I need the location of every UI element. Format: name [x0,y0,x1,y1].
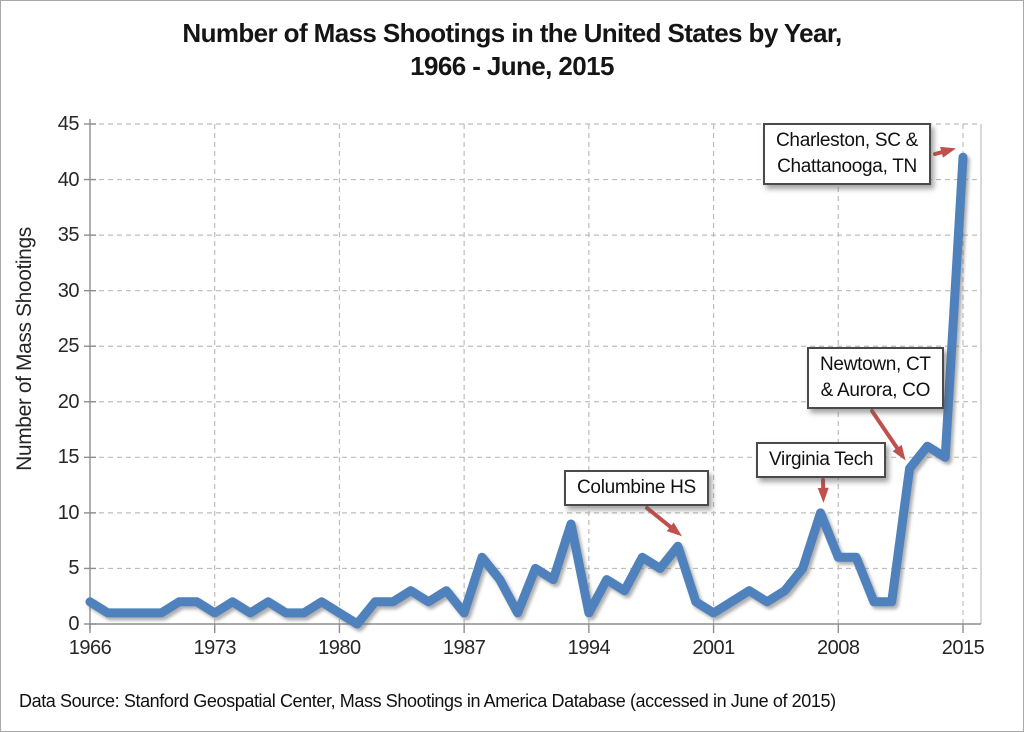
y-tick-label: 0 [68,613,79,635]
x-tick-label: 1987 [442,637,486,659]
annotation-charleston-chattanooga: Charleston, SC & Chattanooga, TN [763,123,931,185]
annotation-columbine: Columbine HS [564,470,709,506]
annotation-text: Charleston, SC & [776,130,918,151]
y-tick-label: 45 [57,113,80,135]
x-tick-label: 1966 [68,637,112,659]
annotation-arrowhead [817,487,829,503]
x-tick-label: 1994 [567,637,611,659]
annotation-arrow [870,409,902,455]
x-tick-label: 1973 [193,637,236,659]
y-tick-label: 10 [57,501,80,524]
annotation-arrowhead [666,522,682,537]
annotation-text: Virginia Tech [769,449,874,470]
annotation-arrow [645,506,677,532]
annotation-arrowhead [940,146,956,158]
y-tick-label: 40 [57,168,80,191]
x-tick-label: 2001 [692,637,735,659]
annotation-text: Chattanooga, TN [777,156,917,177]
chart-title-line1: Number of Mass Shootings in the United S… [182,18,842,48]
x-tick-label: 2008 [817,637,860,659]
annotation-text: Columbine HS [577,477,696,498]
data-source-note: Data Source: Stanford Geospatial Center,… [19,691,836,711]
annotation-virginia-tech: Virginia Tech [756,442,887,478]
y-tick-label: 30 [57,279,80,302]
y-tick-label: 5 [68,557,79,580]
annotation-text: & Aurora, CO [820,380,931,401]
annotation-arrowhead [892,444,906,461]
y-tick-label: 25 [57,335,80,358]
data-line-mass-shootings [85,152,968,629]
x-tick-label: 1980 [318,637,361,659]
chart-title: Number of Mass Shootings in the United S… [1,17,1023,83]
annotation-newtown-aurora: Newtown, CT & Aurora, CO [807,347,944,409]
chart-title-line2: 1966 - June, 2015 [410,51,614,81]
y-tick-label: 15 [57,446,80,469]
annotation-text: Newtown, CT [820,354,931,375]
x-tick-label: 2015 [941,637,985,659]
y-tick-label: 20 [57,390,80,413]
y-tick-label: 35 [57,224,80,247]
